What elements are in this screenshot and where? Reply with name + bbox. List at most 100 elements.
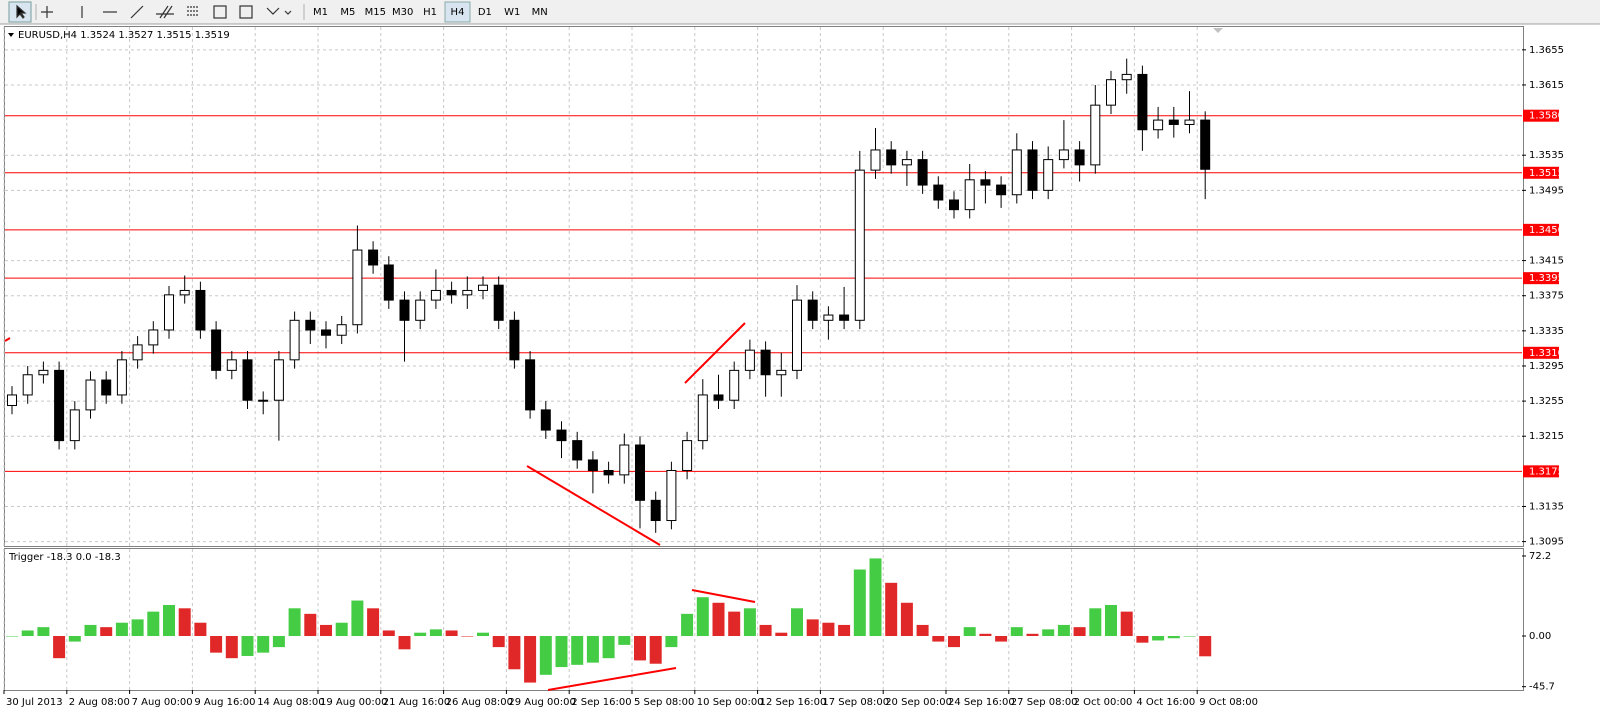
level-label: 1.3515 (1529, 168, 1564, 179)
x-tick-label: 21 Aug 16:00 (383, 697, 450, 708)
oscillator-bar (1183, 636, 1196, 637)
timeframe-label[interactable]: M1 (313, 7, 328, 18)
y-tick-label: 1.3295 (1529, 361, 1564, 372)
x-tick-label: 7 Aug 00:00 (132, 697, 193, 708)
y-tick-label: 1.3135 (1529, 501, 1564, 512)
candle-body (195, 289, 206, 331)
timeframe-label[interactable]: MN (532, 7, 548, 18)
candle-body (807, 299, 818, 321)
candle-body (901, 159, 912, 166)
chart-header: EURUSD,H4 1.3524 1.3527 1.3515 1.3519 (18, 30, 230, 41)
trendline[interactable] (526, 465, 661, 546)
oscillator-bar (257, 636, 270, 653)
oscillator-bar (728, 611, 741, 637)
y-tick-label: 0.00 (1529, 631, 1551, 642)
timeframe-button[interactable] (444, 1, 471, 23)
candle-body (226, 359, 237, 371)
candle-body (478, 284, 488, 291)
fibo-button[interactable] (187, 6, 199, 16)
oscillator-bar (335, 622, 348, 637)
candle-body (289, 319, 300, 361)
oscillator-bar (1089, 608, 1102, 637)
trendline[interactable] (691, 589, 756, 603)
trendline-button[interactable] (130, 5, 144, 19)
candle-body (1153, 119, 1164, 131)
timeframe-label[interactable]: H1 (423, 7, 437, 18)
level-label: 1.3310 (1529, 348, 1564, 359)
oscillator-bar (1199, 636, 1212, 657)
oscillator-bar (681, 613, 694, 637)
oscillator-bar (414, 632, 427, 637)
oscillator-bar (241, 636, 254, 656)
candle-body (179, 289, 190, 296)
shift-marker[interactable] (1213, 28, 1223, 33)
timeframe-label[interactable]: W1 (504, 7, 520, 18)
y-tick-label: 1.3415 (1529, 256, 1564, 267)
trendline[interactable] (684, 322, 746, 384)
oscillator-bar (21, 630, 34, 637)
candle-body (305, 319, 316, 331)
candle-body (540, 409, 551, 431)
oscillator-bar (477, 632, 489, 637)
level-tag (1523, 465, 1559, 478)
crosshair-button[interactable] (41, 6, 53, 18)
channel-button[interactable] (156, 5, 174, 19)
oscillator-bar (84, 624, 97, 637)
candle-body (148, 329, 159, 346)
candle-body (85, 379, 96, 411)
level-label: 1.3395 (1529, 273, 1564, 284)
y-tick-label: 1.3215 (1529, 431, 1564, 442)
oscillator-bar (272, 636, 285, 648)
text-button[interactable] (213, 5, 227, 19)
oscillator-bar (194, 622, 207, 637)
arrows-button[interactable] (266, 7, 292, 15)
candle-body (273, 359, 284, 401)
oscillator-bar (618, 636, 631, 645)
level-label: 1.3580 (1529, 111, 1564, 122)
x-tick-label: 2 Sep 16:00 (571, 697, 631, 708)
oscillator-bar (743, 608, 756, 637)
oscillator-bar (163, 604, 175, 637)
oscillator-bar (210, 636, 223, 653)
candle-body (462, 289, 473, 296)
candle-body (1184, 119, 1195, 125)
timeframe-label[interactable]: H4 (451, 7, 465, 18)
timeframe-label[interactable]: D1 (478, 7, 492, 18)
candle-body (949, 199, 959, 211)
candle-body (22, 374, 33, 396)
candle-body (666, 469, 677, 522)
timeframe-label[interactable]: M5 (340, 7, 355, 18)
candle-body (760, 349, 771, 376)
candle-body (493, 284, 504, 321)
oscillator-bar (571, 636, 584, 665)
x-tick-label: 5 Sep 08:00 (634, 697, 694, 708)
oscillator-bar (555, 636, 568, 668)
oscillator-bar (1026, 633, 1039, 637)
oscillator-bar (869, 558, 882, 637)
level-label: 1.3450 (1529, 225, 1564, 236)
oscillator-bar (225, 636, 238, 659)
oscillator-bar (398, 636, 411, 650)
timeframe-label[interactable]: M15 (365, 7, 386, 18)
oscillator-bar (634, 636, 646, 661)
candle-body (870, 149, 881, 171)
candle-body (368, 249, 379, 266)
oscillator-bar (288, 608, 301, 637)
cursor-icon (16, 4, 27, 19)
oscillator-bar (37, 627, 50, 637)
trendline[interactable] (547, 667, 677, 691)
timeframe-label[interactable]: M30 (392, 7, 413, 18)
timeframe-bar: M1 M5 M15 M30 H1 H4 D1 W1 MN (313, 1, 548, 23)
x-tick-label: 27 Sep 08:00 (1011, 697, 1078, 708)
oscillator-bar (367, 608, 380, 637)
oscillator-bar (445, 630, 458, 637)
y-tick-label: 72.2 (1529, 551, 1551, 562)
oscillator-bar (696, 597, 709, 637)
trendline[interactable] (4, 337, 11, 342)
candle-body (1168, 119, 1179, 125)
oscillator-bar (853, 569, 866, 637)
x-tick-label: 9 Aug 16:00 (194, 697, 255, 708)
toolbar (0, 0, 1600, 24)
label-button[interactable] (239, 5, 253, 19)
